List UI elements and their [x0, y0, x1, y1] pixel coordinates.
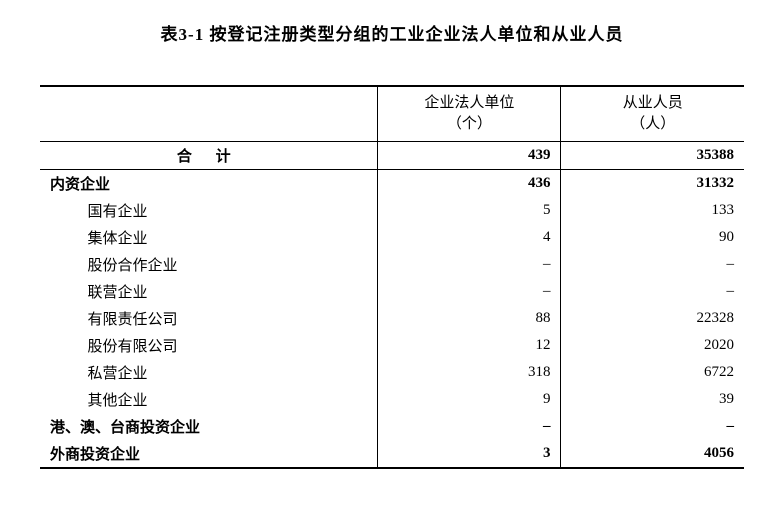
table-row: 联营企业–– — [40, 278, 744, 305]
header-units-line2: （个） — [447, 116, 492, 132]
row-label: 外商投资企业 — [40, 440, 378, 468]
table-body: 合 计 439 35388 内资企业43631332国有企业5133集体企业49… — [40, 142, 744, 469]
row-label: 其他企业 — [40, 386, 378, 413]
table-row: 集体企业490 — [40, 224, 744, 251]
row-units: 9 — [378, 386, 561, 413]
total-row: 合 计 439 35388 — [40, 142, 744, 170]
row-label: 股份合作企业 — [40, 251, 378, 278]
row-units: 436 — [378, 170, 561, 198]
table-row: 国有企业5133 — [40, 197, 744, 224]
row-employees: 2020 — [561, 332, 744, 359]
header-employees: 从业人员 （人） — [561, 86, 744, 142]
table-row: 股份合作企业–– — [40, 251, 744, 278]
row-units: – — [378, 413, 561, 440]
row-label: 有限责任公司 — [40, 305, 378, 332]
row-employees: 90 — [561, 224, 744, 251]
row-employees: 22328 — [561, 305, 744, 332]
header-units: 企业法人单位 （个） — [378, 86, 561, 142]
row-units: – — [378, 278, 561, 305]
row-label: 国有企业 — [40, 197, 378, 224]
row-label: 内资企业 — [40, 170, 378, 198]
total-label: 合 计 — [40, 142, 378, 170]
row-employees: 4056 — [561, 440, 744, 468]
header-units-line1: 企业法人单位 — [424, 95, 514, 111]
table-row: 外商投资企业34056 — [40, 440, 744, 468]
row-units: 5 — [378, 197, 561, 224]
table-row: 私营企业3186722 — [40, 359, 744, 386]
total-employees: 35388 — [561, 142, 744, 170]
table-row: 有限责任公司8822328 — [40, 305, 744, 332]
table-row: 其他企业939 — [40, 386, 744, 413]
header-empty — [40, 86, 378, 142]
table-row: 内资企业43631332 — [40, 170, 744, 198]
row-employees: – — [561, 251, 744, 278]
total-units: 439 — [378, 142, 561, 170]
row-employees: 39 — [561, 386, 744, 413]
row-units: 12 — [378, 332, 561, 359]
row-employees: 133 — [561, 197, 744, 224]
row-label: 私营企业 — [40, 359, 378, 386]
row-employees: 6722 — [561, 359, 744, 386]
header-employees-line1: 从业人员 — [623, 95, 683, 111]
row-units: – — [378, 251, 561, 278]
row-employees: 31332 — [561, 170, 744, 198]
row-label: 股份有限公司 — [40, 332, 378, 359]
table-row: 港、澳、台商投资企业–– — [40, 413, 744, 440]
row-units: 3 — [378, 440, 561, 468]
data-table: 企业法人单位 （个） 从业人员 （人） 合 计 439 35388 内资企业43… — [40, 85, 744, 469]
row-label: 联营企业 — [40, 278, 378, 305]
row-label: 集体企业 — [40, 224, 378, 251]
table-title: 表3-1 按登记注册类型分组的工业企业法人单位和从业人员 — [40, 20, 744, 45]
row-employees: – — [561, 278, 744, 305]
row-units: 4 — [378, 224, 561, 251]
row-units: 88 — [378, 305, 561, 332]
row-units: 318 — [378, 359, 561, 386]
row-employees: – — [561, 413, 744, 440]
table-row: 股份有限公司122020 — [40, 332, 744, 359]
row-label: 港、澳、台商投资企业 — [40, 413, 378, 440]
header-row: 企业法人单位 （个） 从业人员 （人） — [40, 86, 744, 142]
header-employees-line2: （人） — [630, 116, 675, 132]
